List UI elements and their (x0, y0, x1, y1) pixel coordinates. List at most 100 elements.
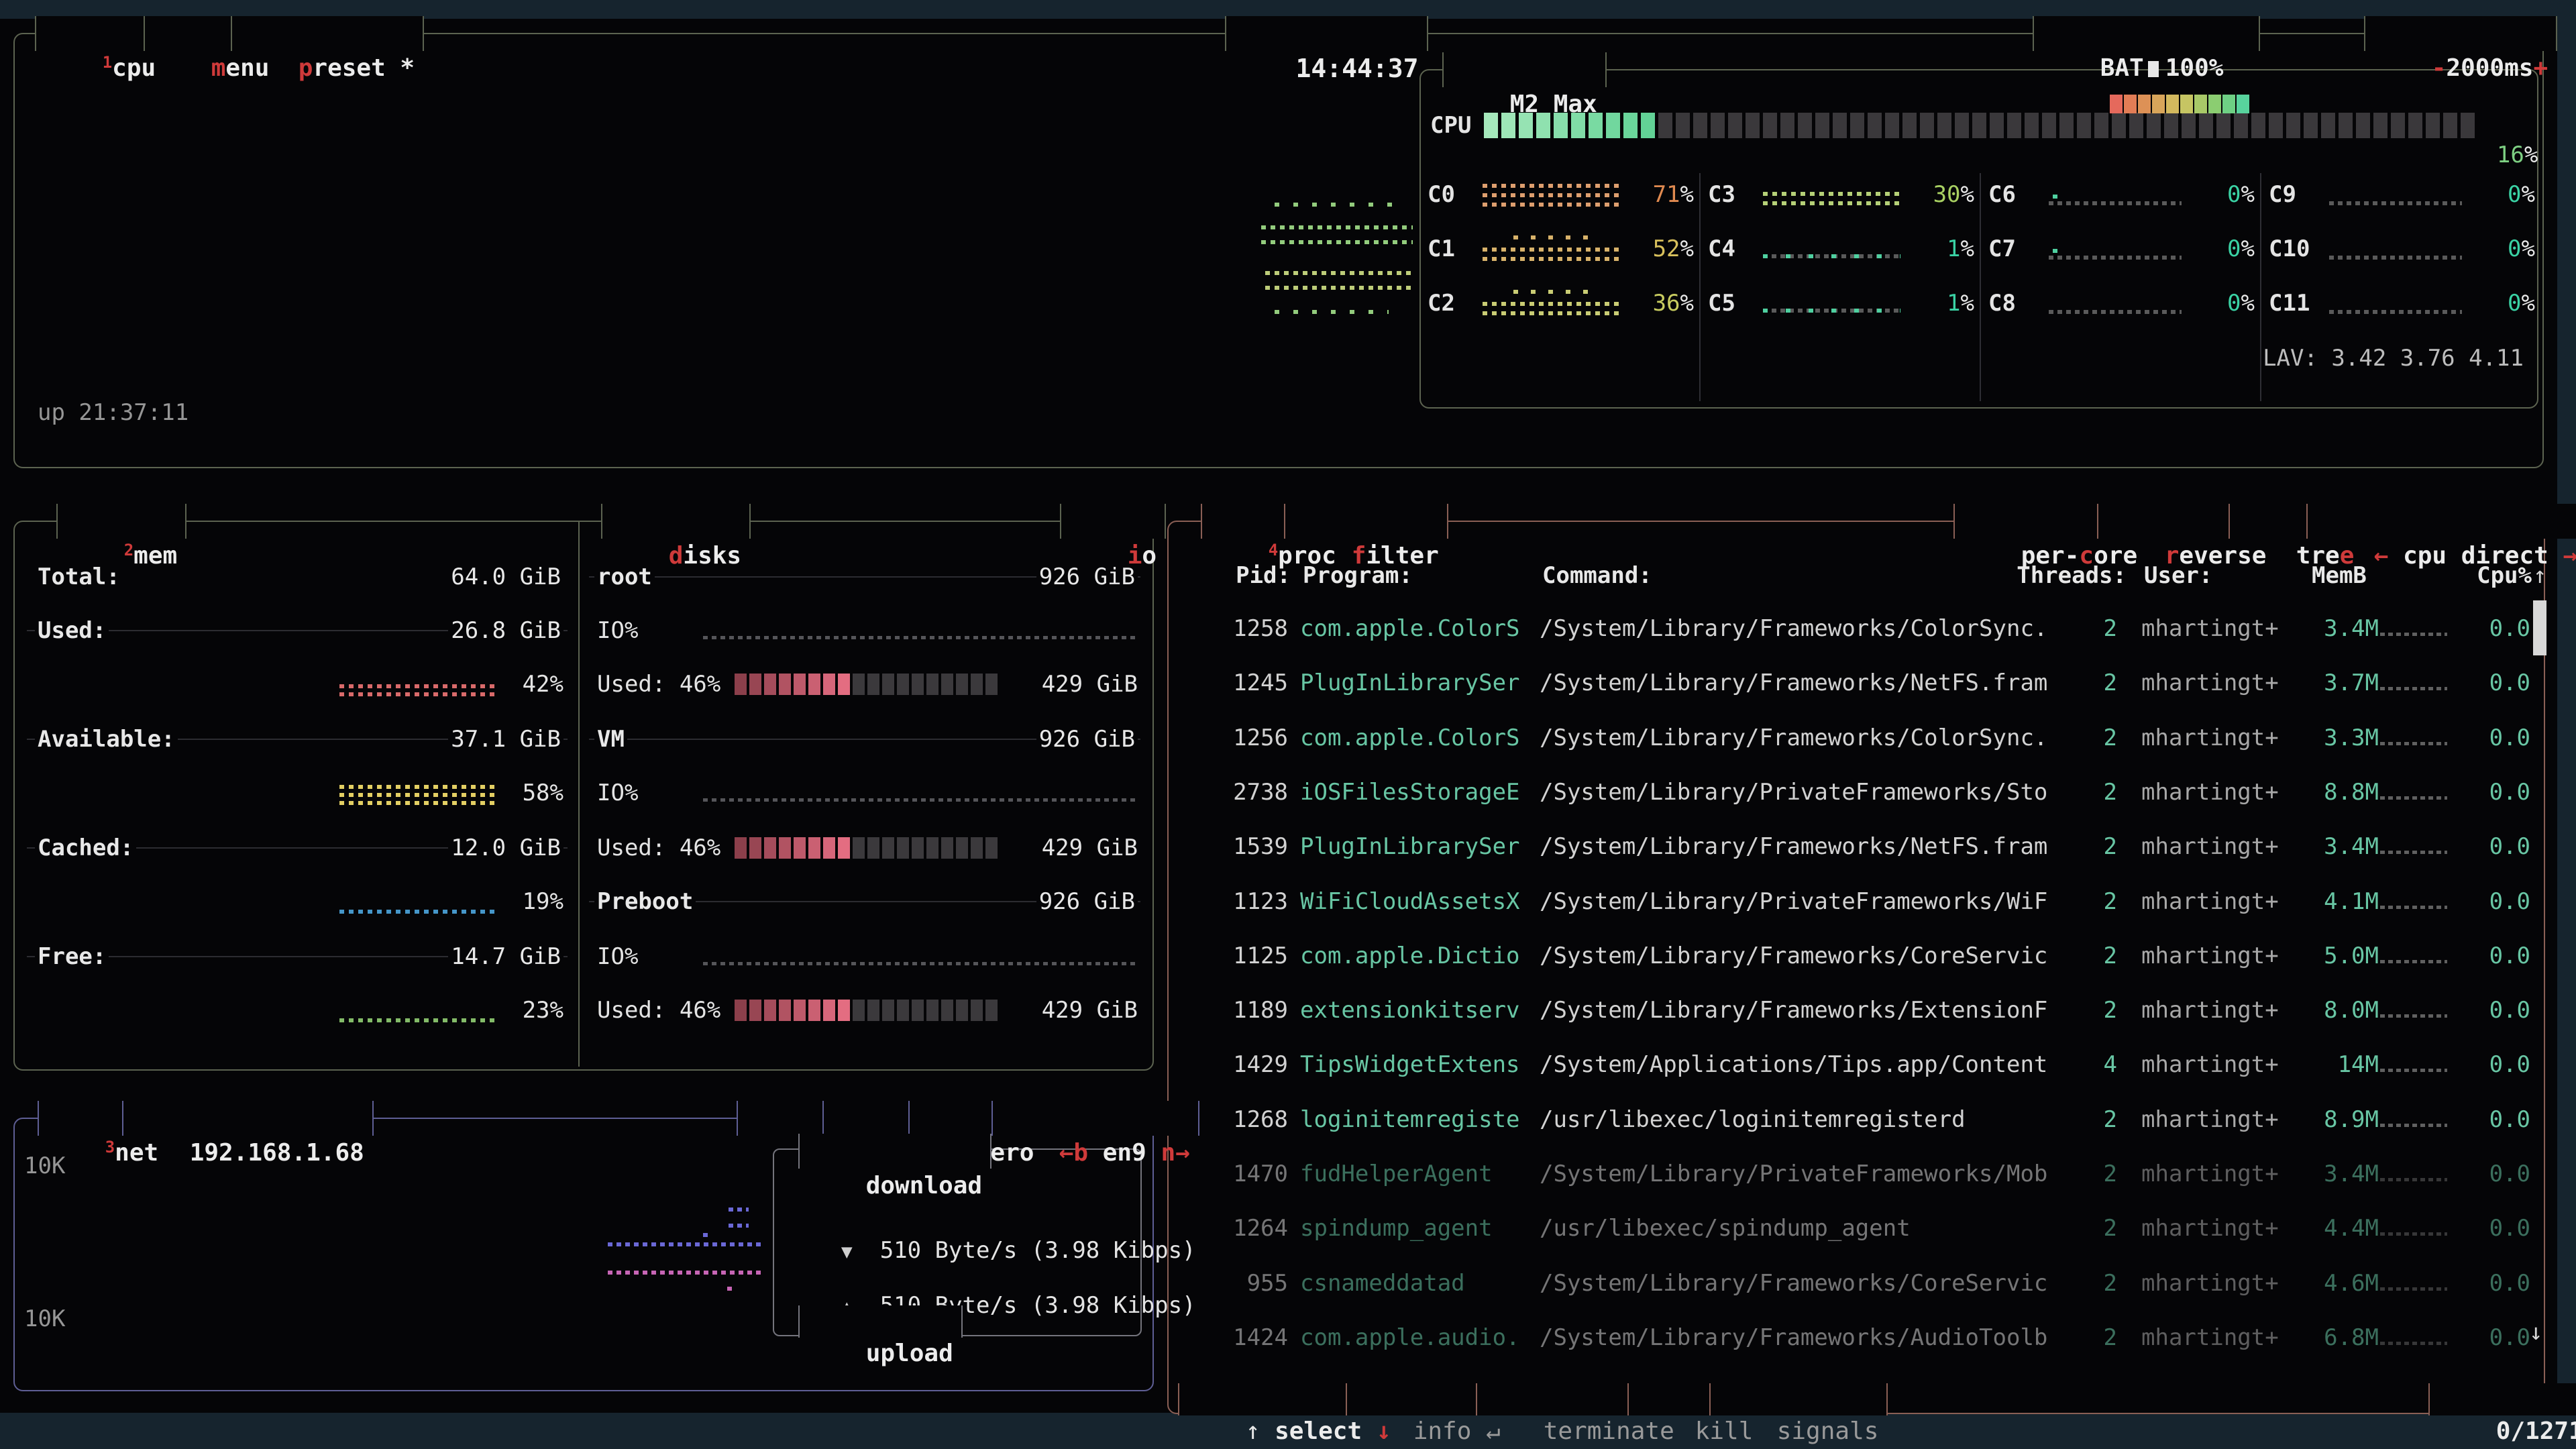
col-header-user[interactable]: User: (2141, 561, 2216, 590)
process-threads: 2 (2103, 1161, 2117, 1187)
cpu-meter-segment (2251, 113, 2265, 138)
cpu-meter-segment (2356, 113, 2370, 138)
cpu-meter-segment (1554, 113, 1568, 138)
col-header-pid[interactable]: Pid: (1204, 561, 1293, 590)
process-row[interactable]: 1256 com.apple.ColorS/System/Library/Fram… (1167, 723, 2542, 753)
process-row[interactable]: 2738 iOSFilesStorageE/System/Library/Priv… (1167, 777, 2542, 807)
process-cpu: 0.0 (2489, 669, 2530, 696)
mem-stat-value: 37.1 GiB (376, 724, 564, 754)
process-user: mhartingt+ (2141, 1324, 2279, 1351)
proc-select-control[interactable]: ↑ select ↓ (1178, 1383, 1401, 1445)
proc-filter-button[interactable]: filter (1284, 504, 1448, 570)
battery-meter-segment (2123, 95, 2137, 113)
mem-meter-percent: 23% (522, 997, 564, 1024)
cpu-meter-segment (1780, 113, 1794, 138)
process-row[interactable]: 1429 TipsWidgetExtens/System/Applications… (1167, 1050, 2542, 1079)
process-user: mhartingt+ (2141, 1215, 2279, 1242)
process-threads: 2 (2103, 943, 2117, 969)
process-threads: 4 (2103, 1051, 2117, 1078)
process-row[interactable]: 1539 PlugInLibrarySer/System/Library/Fram… (1167, 832, 2542, 861)
cpu-total-percent: 16% (2496, 142, 2538, 168)
col-header-cpu[interactable]: Cpu% (2445, 561, 2534, 590)
core-graph (1483, 248, 1620, 252)
mem-meter (339, 910, 495, 914)
core-percent: 1% (1947, 290, 1974, 317)
core-graph (1763, 254, 1900, 258)
cpu-meter-segment (2042, 113, 2056, 138)
process-mem-graph (2380, 1014, 2447, 1018)
core-graph (2053, 249, 2058, 253)
process-program: com.apple.Dictio (1300, 943, 1520, 969)
cpu-meter-segment (1676, 113, 1690, 138)
interval-decrease-button[interactable]: - (2431, 54, 2447, 82)
process-mem-graph (2380, 1342, 2447, 1345)
disk-used-value: 429 GiB (1041, 835, 1138, 861)
tab-disks[interactable]: disks (601, 504, 751, 570)
tab-mem[interactable]: 2mem (56, 504, 187, 570)
cpu-meter-segment (1815, 113, 1829, 138)
process-row[interactable]: 1125 com.apple.Dictio/System/Library/Fram… (1167, 941, 2542, 971)
col-header-mem[interactable]: MemB (2309, 561, 2369, 590)
disk-io-label: IO% (597, 617, 639, 644)
connector-line (589, 739, 1140, 740)
process-user: mhartingt+ (2141, 779, 2279, 806)
disk-meter-segment (808, 837, 820, 859)
disks-io-toggle[interactable]: io (1060, 504, 1167, 570)
interval-increase-button[interactable]: + (2533, 54, 2548, 82)
tab-net[interactable]: 3net (38, 1101, 168, 1167)
disk-meter-segment (971, 837, 983, 859)
disk-meter-segment (838, 837, 850, 859)
process-user: mhartingt+ (2141, 615, 2279, 642)
process-cpu: 0.0 (2489, 1270, 2530, 1297)
disk-meter-segment (764, 674, 776, 695)
process-row[interactable]: 1189 extensionkitserv/System/Library/Fram… (1167, 996, 2542, 1025)
col-header-command[interactable]: Command: (1540, 561, 1655, 590)
cpu-meter-segment (2391, 113, 2405, 138)
proc-sort-switcher[interactable]: ← cpu direct → (2306, 504, 2576, 570)
net-interface-switcher[interactable]: ←b en9 n→ (991, 1101, 1199, 1167)
select-up-icon[interactable]: ↑ (1245, 1417, 1260, 1445)
process-row[interactable]: 1268 loginitemregiste/usr/libexec/loginit… (1167, 1105, 2542, 1134)
process-threads: 2 (2103, 615, 2117, 642)
process-row[interactable]: 1258 com.apple.ColorS/System/Library/Fram… (1167, 614, 2542, 643)
core-graph (2049, 201, 2182, 205)
process-row[interactable]: 1123 WiFiCloudAssetsX/System/Library/Priv… (1167, 887, 2542, 916)
proc-scrollbar[interactable] (2533, 600, 2546, 655)
process-mem-graph (2380, 851, 2447, 854)
sort-right-arrow-icon[interactable]: → (2563, 542, 2576, 570)
process-command: /System/Library/Frameworks/ExtensionF (1540, 997, 2048, 1024)
scroll-down-icon[interactable]: ↓ (2529, 1319, 2543, 1346)
process-row[interactable]: 1245 PlugInLibrarySer/System/Library/Fram… (1167, 668, 2542, 698)
process-pid: 1256 (1233, 724, 1288, 751)
process-threads: 2 (2103, 1215, 2117, 1242)
process-user: mhartingt+ (2141, 943, 2279, 969)
sort-left-arrow-icon[interactable]: ← (2373, 542, 2389, 570)
process-row[interactable]: 1264 spindump_agent/usr/libexec/spindump_… (1167, 1214, 2542, 1243)
preset-button[interactable]: preset * (231, 16, 425, 82)
process-row[interactable]: 955 csnameddatad/System/Library/Framework… (1167, 1269, 2542, 1298)
proc-signals-button[interactable]: signals (1709, 1383, 1888, 1445)
cpu-meter-segment (2461, 113, 2475, 138)
disk-meter-segment (749, 1000, 761, 1021)
cpu-meter-segment (2321, 113, 2335, 138)
select-down-icon[interactable]: ↓ (1377, 1417, 1391, 1445)
disk-size: 926 GiB (953, 562, 1138, 592)
col-header-threads[interactable]: Threads: (2012, 561, 2129, 590)
process-row[interactable]: 1470 fudHelperAgent/System/Library/Privat… (1167, 1159, 2542, 1189)
core-graph (2049, 256, 2182, 260)
disk-meter-segment (926, 1000, 938, 1021)
cpu-meter-segment (1972, 113, 1986, 138)
tab-cpu[interactable]: 1cpu (35, 16, 166, 82)
cpu-meter-segment (2094, 113, 2108, 138)
process-command: /System/Applications/Tips.app/Content (1540, 1051, 2048, 1078)
process-command: /System/Library/Frameworks/CoreServic (1540, 1270, 2048, 1297)
core-percent: 0% (2508, 290, 2535, 317)
cpu-meter-segment (2269, 113, 2283, 138)
col-header-program[interactable]: Program: (1300, 561, 1415, 590)
disk-meter-segment (735, 674, 747, 695)
process-pid: 1539 (1233, 833, 1288, 860)
process-row[interactable]: 1424 com.apple.audio. /System/Library/Fram… (1167, 1323, 2542, 1352)
disk-meter-segment (867, 837, 879, 859)
mem-stat-value: 14.7 GiB (376, 942, 564, 971)
process-pid: 1245 (1233, 669, 1288, 696)
